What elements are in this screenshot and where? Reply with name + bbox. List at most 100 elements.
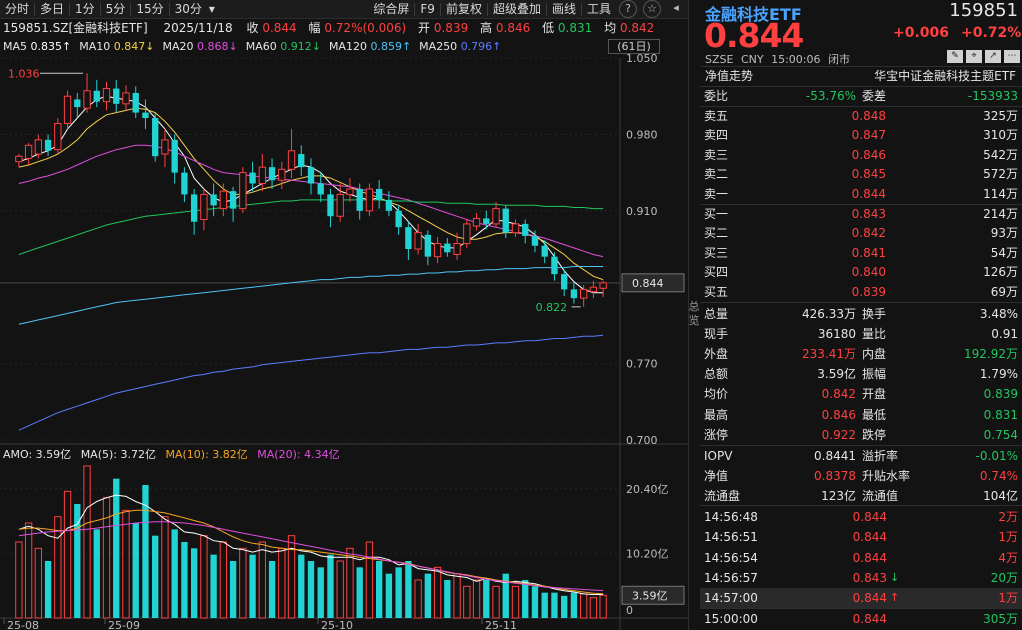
trade-price: 0.844: [852, 591, 887, 606]
fund-stat-label: 升贴水率: [862, 469, 911, 483]
candle-body-down: [327, 194, 334, 217]
trade-volume: 1万: [998, 591, 1018, 606]
volume-bar-up: [472, 579, 481, 619]
volume-bar-up: [258, 541, 266, 619]
volume-bar-down: [190, 548, 198, 618]
order-ratio-value: -53.76%: [805, 89, 856, 103]
kline-svg[interactable]: 1.050 0.980 0.910 0.770 0.700 0.844 1.036 0.822…: [0, 0, 688, 630]
price-axis-label: 0.700: [626, 434, 658, 447]
period-count-badge[interactable]: (61日): [608, 39, 660, 54]
fund-stat-label: IOPV: [704, 449, 733, 463]
candle-body-up: [346, 188, 354, 195]
bid-volume: 93万: [990, 226, 1018, 241]
pin-icon[interactable]: ⌖: [966, 50, 982, 63]
fund-stat-value: -0.01%: [975, 449, 1018, 463]
period-tab-30min[interactable]: 30分: [174, 1, 202, 16]
volume-bar-down: [522, 580, 529, 618]
volume-bar-down: [171, 529, 178, 618]
ask-price: 0.846: [851, 147, 886, 162]
volume-bar-down: [561, 595, 568, 618]
volume-bar-up: [278, 547, 286, 619]
bid-price: 0.840: [851, 265, 886, 280]
star-icon[interactable]: ☆: [643, 0, 661, 18]
high-annotation: 1.036: [8, 67, 40, 80]
share-icon[interactable]: ↗: [985, 50, 1001, 63]
toolbar-divider: [99, 2, 101, 16]
period-tab-1min[interactable]: 1分: [75, 1, 95, 16]
volume-bar-up: [219, 541, 228, 619]
price-change: +0.006: [893, 25, 950, 41]
panel-divider: [700, 505, 1022, 506]
side-collapse-handle[interactable]: 总览: [688, 300, 700, 327]
trade-time: 14:56:54: [704, 550, 758, 565]
candle-body-down: [444, 243, 451, 253]
tool-composite-screen[interactable]: 综合屏: [373, 1, 410, 16]
bid-volume: 69万: [990, 284, 1018, 299]
period-tab-15min[interactable]: 15分: [136, 1, 164, 16]
period-dropdown-icon[interactable]: ▾: [208, 1, 215, 16]
volume-bar-down: [570, 592, 578, 618]
candle-body-up: [463, 223, 471, 245]
volume-bar-up: [365, 541, 374, 619]
tool-super-overlay[interactable]: 超级叠加: [492, 1, 541, 16]
volume-axis-label: 0: [626, 604, 633, 617]
candle-body-down: [531, 235, 539, 246]
volume-bar-up: [102, 497, 111, 619]
candle-body-up: [54, 122, 62, 151]
volume-bar-down: [327, 554, 334, 618]
volume-bar-down: [93, 529, 100, 618]
ma-legend-label: MA250: [419, 40, 461, 53]
toolbar-divider: [486, 2, 488, 16]
tool-draw-line[interactable]: 画线: [551, 1, 576, 16]
volume-bar-up: [34, 547, 43, 619]
candle-body-down: [268, 167, 276, 181]
change-label: 幅: [308, 21, 321, 35]
security-name: 金融科技ETF: [705, 5, 802, 24]
volume-bar-down: [210, 554, 217, 618]
candle-body-up: [579, 288, 588, 299]
collapse-icon[interactable]: ◂: [673, 1, 679, 14]
stat-label: 总额: [704, 367, 729, 382]
stat-value: 3.59亿: [817, 367, 856, 382]
tool-forward-adjust[interactable]: 前复权: [445, 1, 482, 16]
toolbar-divider: [130, 2, 132, 16]
period-tab-5min[interactable]: 5分: [105, 1, 126, 16]
volume-bar-up: [63, 490, 72, 619]
more-icon[interactable]: ⋯: [1004, 50, 1020, 63]
close-value: 0.844: [262, 21, 297, 35]
stat-label: 总量: [704, 307, 729, 321]
ma-legend-value: 0.859↑: [370, 40, 412, 53]
panel-divider: [700, 86, 1022, 87]
price-axis-label: 1.050: [626, 52, 658, 65]
help-icon[interactable]: ?: [619, 0, 637, 18]
toolbar-divider: [168, 2, 170, 16]
stat-value: 0.842: [821, 387, 856, 402]
bid-level-label: 买五: [704, 284, 729, 299]
tab-nav-trend[interactable]: 净值走势: [705, 69, 754, 83]
panel-divider: [700, 607, 1022, 609]
tool-tools[interactable]: 工具: [586, 1, 611, 16]
quote-info-row: 159851.SZ[金融科技ETF] 2025/11/18 收 0.844 幅 …: [0, 19, 688, 38]
candle-body-down: [522, 223, 529, 236]
volume-bar-down: [268, 561, 276, 618]
ma-legend-label: MA60: [245, 40, 281, 53]
panel-divider: [700, 445, 1022, 446]
bar-date: 2025/11/18: [163, 21, 233, 35]
edit-icon[interactable]: ✎: [947, 50, 963, 63]
period-tab-intraday[interactable]: 分时: [5, 1, 30, 16]
candle-body-down: [395, 210, 402, 228]
stat-label: 内盘: [862, 347, 887, 362]
period-tab-multiday[interactable]: 多日: [40, 1, 65, 16]
toolbar-divider: [545, 2, 547, 16]
candle-body-up: [258, 166, 266, 185]
price-axis-label: 0.910: [626, 205, 658, 218]
kline-chart-area[interactable]: 分时 多日 1分 5分 15分 30分 ▾ 综合屏 F9 前复权 超级叠加 画线…: [0, 0, 688, 630]
candle-body-down: [424, 234, 432, 257]
candle-body-up: [599, 282, 607, 289]
stat-value: 1.79%: [979, 367, 1018, 382]
stat-value: 36180: [817, 327, 856, 342]
volume-bar-up: [239, 547, 247, 619]
tool-f9[interactable]: F9: [420, 1, 435, 16]
candle-body-up: [336, 193, 344, 217]
panel-divider: [700, 204, 1022, 205]
